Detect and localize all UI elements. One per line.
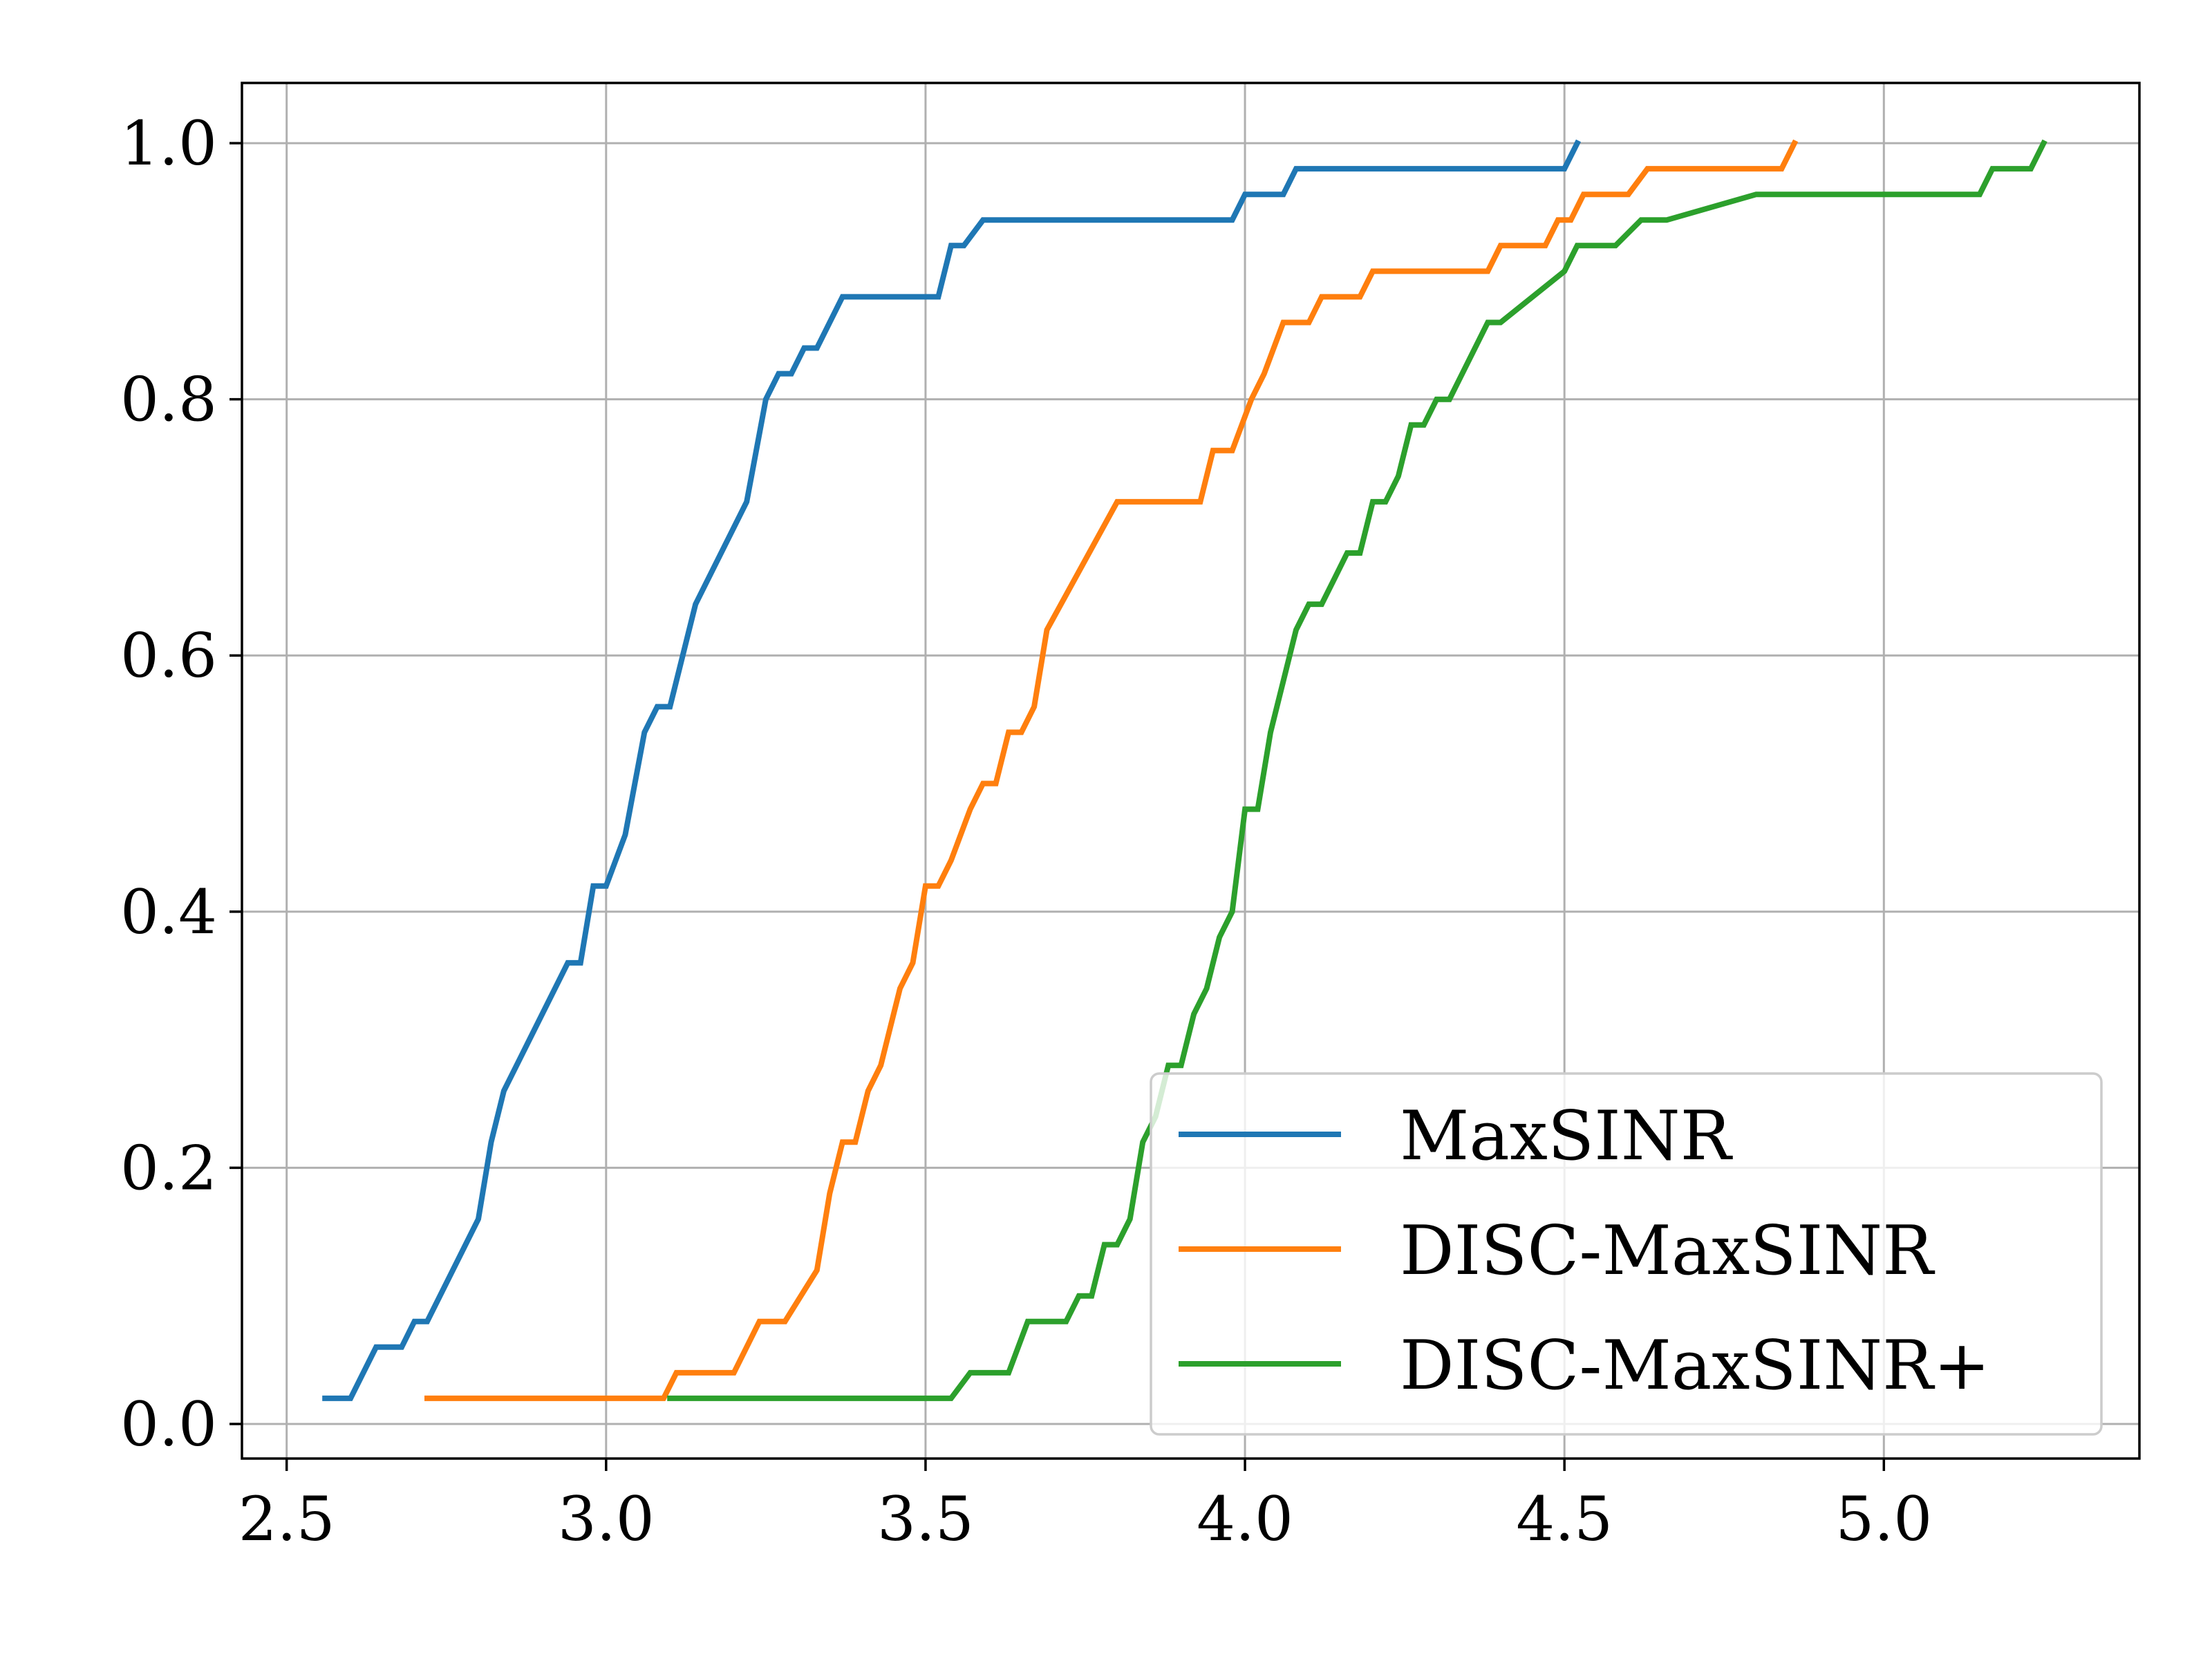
- y-tick-label: 0.8: [120, 364, 217, 435]
- x-tick-label: 2.5: [238, 1483, 335, 1555]
- y-tick-label: 1.0: [120, 108, 217, 179]
- legend-box: [1150, 1072, 2103, 1436]
- legend-label-0: MaxSINR: [1400, 1097, 1734, 1176]
- series-line-1: [424, 139, 1799, 1401]
- series-line-2: [667, 139, 2047, 1401]
- series-line-0: [322, 139, 1582, 1401]
- y-tick-label: 0.0: [120, 1389, 217, 1460]
- series-lines: [322, 139, 2047, 1401]
- x-tick-label: 3.0: [558, 1483, 655, 1555]
- legend: MaxSINR DISC-MaxSINR DISC-MaxSINR+: [1150, 1072, 2103, 1436]
- x-tick-label: 5.0: [1835, 1483, 1932, 1555]
- legend-label-1: DISC-MaxSINR: [1400, 1212, 1936, 1291]
- y-tick-label: 0.2: [120, 1132, 217, 1203]
- legend-label-2: DISC-MaxSINR+: [1400, 1327, 1990, 1405]
- x-tick-label: 4.5: [1516, 1483, 1613, 1555]
- x-tick-label: 4.0: [1197, 1483, 1293, 1555]
- grid-lines: [242, 83, 2139, 1459]
- axis-ticks: 2.5 3.0 3.5 4.0 4.5 5.0 0.0 0.2 0.4 0.6 0.8 1.0: [120, 108, 1932, 1555]
- y-tick-label: 0.4: [120, 877, 217, 948]
- x-tick-label: 3.5: [877, 1483, 974, 1555]
- y-tick-label: 0.6: [120, 620, 217, 691]
- plot-frame: [241, 82, 2141, 1460]
